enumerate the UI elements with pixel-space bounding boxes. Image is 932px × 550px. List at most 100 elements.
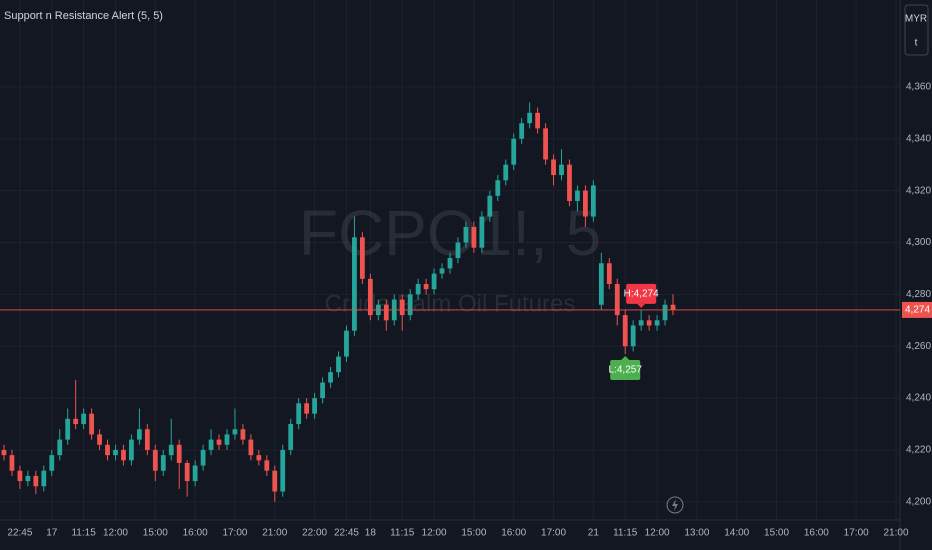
candle-body	[630, 325, 636, 347]
candle-body	[65, 418, 71, 440]
candle-body	[57, 439, 63, 456]
candle-body	[168, 444, 174, 456]
candle-body	[113, 449, 118, 456]
candle-body	[535, 112, 540, 129]
x-tick-label: 12:00	[103, 528, 128, 539]
x-tick-label: 11:15	[390, 528, 415, 539]
candle-body	[41, 470, 47, 487]
candle-body	[447, 258, 453, 269]
candle-body	[33, 475, 39, 487]
candle-body	[192, 465, 198, 482]
candle-body	[176, 444, 182, 463]
candle-body	[97, 434, 102, 445]
currency-box[interactable]	[904, 4, 929, 56]
x-tick-label: 17:00	[844, 528, 869, 539]
candle-body	[81, 413, 87, 425]
last-price-label: 4,274	[905, 305, 930, 316]
candle-body	[455, 242, 461, 259]
y-tick-label: 4,320	[906, 185, 931, 196]
candle-body	[383, 304, 389, 321]
candle-body	[264, 460, 270, 471]
candle-body	[431, 273, 437, 290]
candle-body	[527, 112, 533, 124]
candle-body	[654, 320, 660, 326]
x-tick-label: 21	[588, 528, 600, 539]
candle-body	[471, 226, 477, 248]
candle-body	[328, 372, 333, 383]
y-tick-label: 4,220	[906, 445, 931, 456]
candle-body	[503, 164, 509, 181]
candle-body	[280, 449, 286, 492]
x-tick-label: 14:00	[724, 528, 749, 539]
candle-body	[320, 382, 325, 399]
x-tick-label: 15:00	[143, 528, 168, 539]
candle-body	[296, 403, 302, 425]
candle-body	[662, 304, 668, 321]
watermark-subtitle: Crude Palm Oil Futures	[325, 290, 576, 317]
candle-body	[407, 294, 413, 316]
candle-body	[208, 439, 214, 450]
x-tick-label: 22:45	[7, 528, 32, 539]
candle-body	[160, 455, 166, 471]
candle-body	[543, 128, 548, 160]
candle-body	[272, 470, 278, 492]
candle-body	[73, 418, 79, 425]
candle-body	[423, 283, 429, 290]
candle-body	[559, 164, 564, 176]
candle-body	[336, 356, 341, 373]
candle-body	[487, 195, 493, 217]
candle-body	[551, 159, 556, 176]
alert-icon[interactable]	[666, 496, 684, 514]
candle-body	[614, 283, 620, 316]
candle-body	[136, 429, 142, 440]
currency: MYR	[905, 14, 927, 25]
last-price-box	[902, 301, 932, 318]
y-tick-label: 4,340	[906, 133, 931, 144]
y-tick-label: 4,280	[906, 289, 931, 300]
candle-body	[152, 449, 158, 471]
candle-body	[184, 462, 190, 482]
x-tick-label: 15:00	[764, 528, 789, 539]
pivot-label: H:4,274	[624, 283, 659, 308]
grid	[0, 0, 900, 520]
x-tick-label: 18	[365, 528, 377, 539]
candle-body	[463, 226, 469, 243]
y-tick-label: 4,260	[906, 341, 931, 352]
candle-body	[256, 455, 262, 461]
x-tick-label: 15:00	[461, 528, 486, 539]
x-tick-label: 17:00	[541, 528, 566, 539]
y-tick-label: 4,200	[906, 496, 931, 507]
candle-body	[495, 180, 501, 196]
candle-body	[367, 278, 373, 316]
candle-body	[1, 449, 7, 456]
x-tick-label: 17:00	[222, 528, 247, 539]
candle-body	[646, 320, 652, 326]
candle-body	[224, 434, 230, 445]
candle-body	[638, 320, 644, 326]
y-tick-label: 4,240	[906, 393, 931, 404]
x-tick-label: 22:00	[302, 528, 327, 539]
candle-body	[89, 413, 94, 435]
candle-body	[399, 299, 405, 316]
candle-body	[519, 123, 525, 139]
candle-body	[479, 216, 485, 248]
candle-body	[575, 190, 580, 201]
x-tick-label: 16:00	[501, 528, 526, 539]
candle-body	[439, 268, 445, 274]
x-tick-label: 11:15	[613, 528, 638, 539]
pivot-label-box	[610, 360, 641, 381]
x-tick-label: 16:00	[804, 528, 829, 539]
x-tick-label: 17	[46, 528, 58, 539]
candle-body	[17, 470, 23, 482]
candle-body	[670, 304, 676, 310]
candle-body	[415, 283, 421, 295]
x-tick-label: 11:15	[71, 528, 96, 539]
candle-body	[606, 263, 612, 284]
candle-body	[232, 429, 238, 435]
candle-body	[511, 138, 517, 165]
x-tick-label: 21:00	[884, 528, 909, 539]
candle-body	[25, 475, 31, 482]
candle-body	[240, 429, 246, 440]
x-tick-label: 21:00	[262, 528, 287, 539]
